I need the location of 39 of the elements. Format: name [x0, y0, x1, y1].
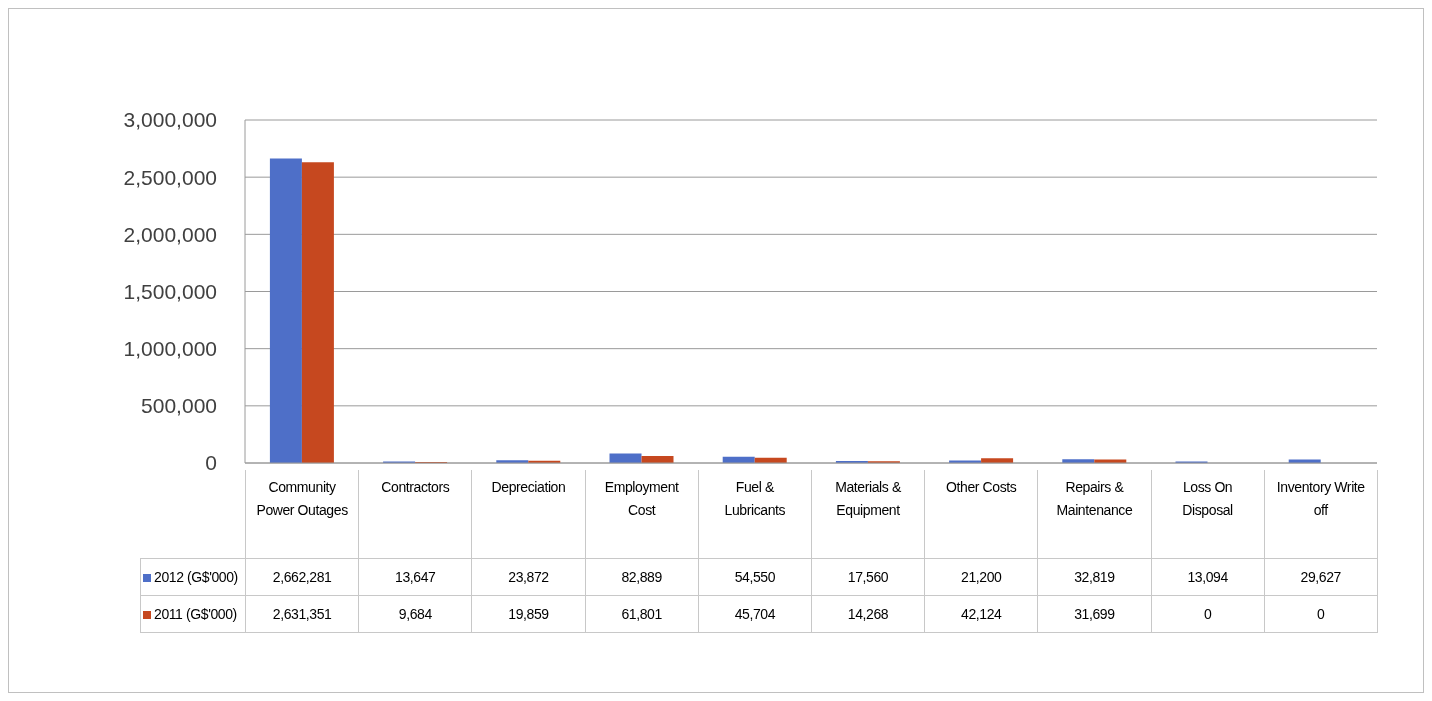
- x-tick-label: Loss On Disposal: [1151, 470, 1265, 558]
- legend-label: 2011 (G$'000): [154, 605, 237, 622]
- y-tick-label: 1,500,000: [123, 279, 217, 303]
- y-tick-label: 2,500,000: [123, 165, 217, 189]
- data-label: 19,859: [471, 595, 586, 632]
- data-label: 13,094: [1151, 558, 1265, 595]
- x-tick-label: Repairs & Maintenance: [1037, 470, 1151, 558]
- data-label: 54,550: [698, 558, 812, 595]
- data-label: 0: [1264, 595, 1378, 632]
- y-tick-label: 500,000: [141, 394, 217, 418]
- x-tick-label: Materials & Equipment: [811, 470, 925, 558]
- x-tick-label: Community Power Outages: [245, 470, 359, 558]
- data-label: 14,268: [811, 595, 925, 632]
- x-tick-label: Other Costs: [924, 470, 1038, 558]
- x-tick-label: Inventory Write off: [1264, 470, 1378, 558]
- y-tick-label: 3,000,000: [123, 108, 217, 132]
- data-label: 82,889: [585, 558, 699, 595]
- data-label: 13,647: [358, 558, 472, 595]
- data-label: 17,560: [811, 558, 925, 595]
- data-label: 31,699: [1037, 595, 1151, 632]
- y-tick-label: 0: [205, 451, 217, 475]
- data-label: 23,872: [471, 558, 586, 595]
- x-tick-label: Contractors: [358, 470, 472, 558]
- y-tick-label: 1,000,000: [123, 337, 217, 361]
- legend-label: 2012 (G$'000): [154, 568, 238, 585]
- data-label: 45,704: [698, 595, 812, 632]
- data-label: 21,200: [924, 558, 1038, 595]
- data-label: 0: [1151, 595, 1265, 632]
- data-label: 2,631,351: [245, 595, 359, 632]
- data-label: 9,684: [358, 595, 472, 632]
- y-tick-label: 2,000,000: [123, 222, 217, 246]
- x-tick-label: Fuel & Lubricants: [698, 470, 812, 558]
- x-tick-label: Depreciation: [471, 470, 586, 558]
- data-label: 32,819: [1037, 558, 1151, 595]
- data-label: 29,627: [1264, 558, 1378, 595]
- data-label: 2,662,281: [245, 558, 359, 595]
- data-label: 61,801: [585, 595, 699, 632]
- x-tick-label: Employment Cost: [585, 470, 699, 558]
- data-label: 42,124: [924, 595, 1038, 632]
